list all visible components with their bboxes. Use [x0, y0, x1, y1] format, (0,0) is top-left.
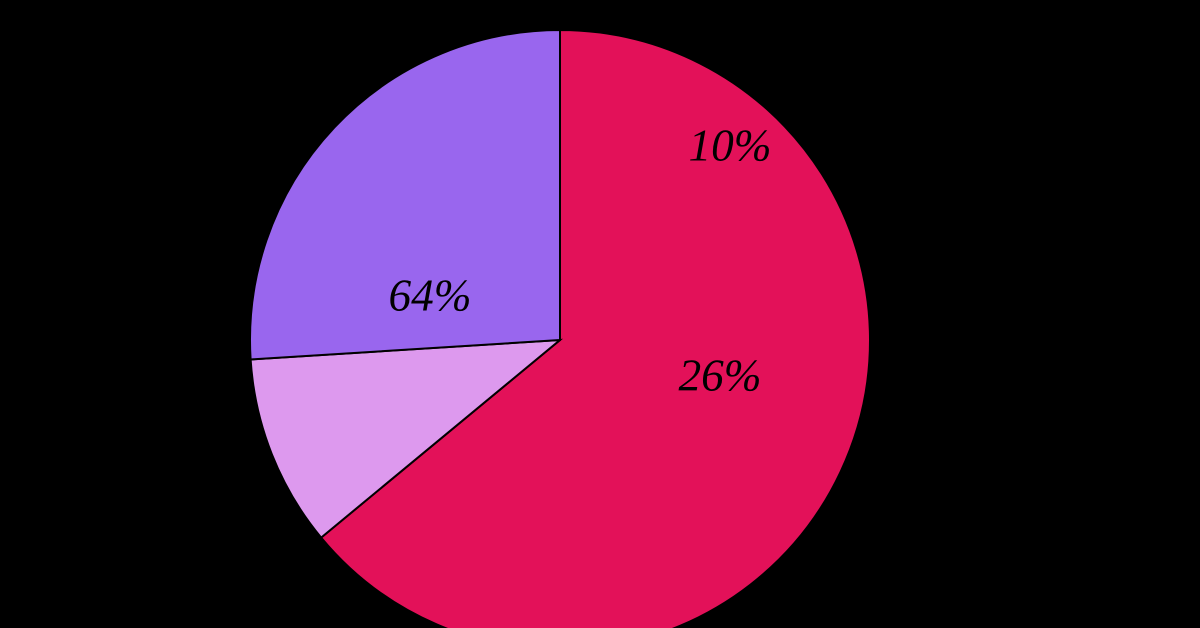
pie-chart-stage: 64% 10% 26% — [0, 0, 1200, 628]
pie-slice-label-0: 64% — [388, 270, 471, 320]
pie-slice-label-2: 26% — [678, 350, 761, 400]
pie-slice-label-1: 10% — [688, 120, 771, 170]
pie-chart-svg: 64% 10% 26% — [0, 0, 1200, 628]
